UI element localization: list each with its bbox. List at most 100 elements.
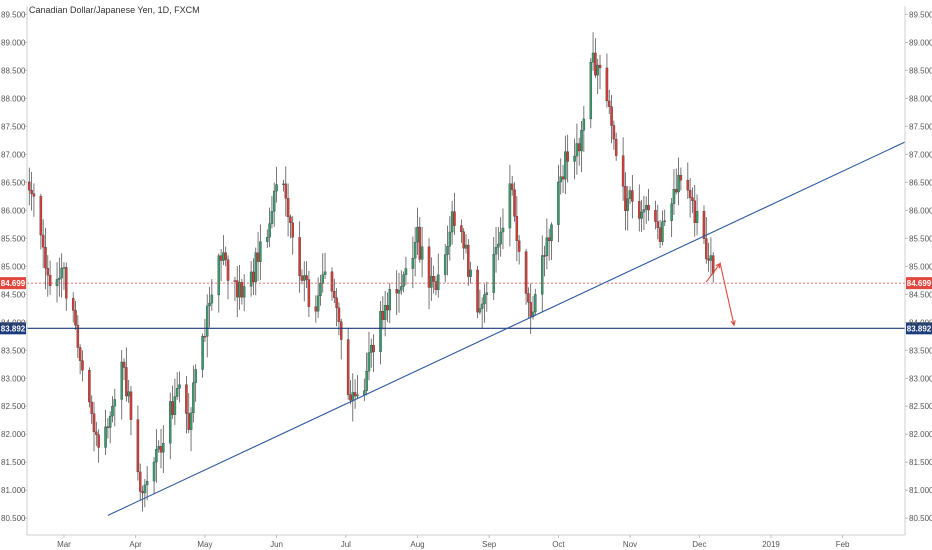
candle-body bbox=[141, 491, 144, 494]
candle-body bbox=[564, 151, 567, 180]
candle-body bbox=[286, 198, 290, 218]
y-tick-label-left: 84.500 bbox=[1, 290, 26, 299]
y-tick-label-left: 87.000 bbox=[1, 150, 26, 159]
y-tick-label-right: 83.000 bbox=[909, 374, 932, 383]
candle-body bbox=[252, 271, 255, 283]
candle-body bbox=[508, 183, 512, 229]
candle-body bbox=[28, 181, 31, 191]
candle-body bbox=[152, 461, 156, 482]
x-tick-label: Dec bbox=[692, 540, 706, 549]
candle-body bbox=[621, 155, 625, 187]
candle-body bbox=[658, 227, 662, 242]
candle-body bbox=[305, 275, 308, 280]
candles-layer bbox=[28, 32, 715, 512]
candle-body bbox=[670, 203, 673, 221]
candle-body bbox=[381, 311, 385, 320]
y-tick-label-left: 83.000 bbox=[1, 374, 26, 383]
candle-body bbox=[383, 305, 387, 320]
x-tick-label: Feb bbox=[836, 540, 850, 549]
candle-body bbox=[386, 305, 389, 311]
y-tick-label-right: 80.500 bbox=[909, 514, 932, 523]
candle-body bbox=[291, 222, 294, 238]
candle-body bbox=[594, 52, 597, 76]
candle-body bbox=[238, 282, 241, 298]
chart-title: Canadian Dollar/Japanese Yen, 1D, FXCM bbox=[29, 5, 200, 15]
y-tick-label-right: 88.000 bbox=[909, 94, 932, 103]
candle-body bbox=[266, 236, 269, 242]
candle-body bbox=[41, 234, 45, 248]
candle-body bbox=[672, 189, 676, 204]
candle-body bbox=[270, 211, 274, 224]
candle-body bbox=[443, 254, 447, 275]
candle-body bbox=[171, 401, 174, 415]
candle-body bbox=[155, 448, 158, 463]
candle-body bbox=[178, 384, 181, 389]
candle-body bbox=[284, 183, 288, 199]
y-tick-label-left: 81.000 bbox=[1, 486, 26, 495]
candle-body bbox=[136, 419, 140, 473]
candle-body bbox=[642, 209, 646, 213]
y-tick-label-right: 88.500 bbox=[909, 66, 932, 75]
candle-body bbox=[226, 259, 230, 281]
candle-body bbox=[363, 390, 366, 395]
candle-body bbox=[48, 275, 52, 287]
candle-body bbox=[321, 274, 324, 284]
y-tick-label-left: 86.000 bbox=[1, 206, 26, 215]
candle-body bbox=[379, 311, 382, 353]
y-tick-label-left: 81.500 bbox=[1, 458, 26, 467]
candle-body bbox=[573, 155, 576, 162]
candle-body bbox=[349, 394, 352, 401]
candle-body bbox=[272, 190, 276, 212]
current-price-badge-right-label: 84.699 bbox=[907, 279, 932, 288]
candle-body bbox=[44, 247, 47, 269]
candle-body bbox=[492, 253, 495, 293]
candle-body bbox=[476, 269, 479, 313]
candle-body bbox=[702, 211, 706, 239]
candle-body bbox=[219, 255, 223, 261]
candle-body bbox=[55, 279, 59, 287]
y-tick-label-right: 82.500 bbox=[909, 402, 932, 411]
y-tick-label-right: 89.500 bbox=[909, 10, 932, 19]
candle-body bbox=[175, 388, 179, 397]
candle-body bbox=[418, 226, 422, 260]
candle-body bbox=[240, 282, 244, 298]
candle-body bbox=[205, 305, 209, 337]
candle-body bbox=[157, 446, 160, 450]
candle-body bbox=[268, 223, 271, 238]
candle-body bbox=[330, 271, 334, 292]
y-tick-label-left: 88.500 bbox=[1, 66, 26, 75]
candle-body bbox=[480, 303, 484, 309]
candle-body bbox=[437, 274, 440, 290]
candle-body bbox=[605, 67, 609, 102]
candle-body bbox=[647, 205, 650, 211]
y-tick-label-right: 84.000 bbox=[909, 318, 932, 327]
candle-body bbox=[450, 211, 454, 233]
candle-body bbox=[501, 227, 505, 233]
candle-body bbox=[644, 205, 648, 210]
candle-body bbox=[707, 258, 710, 261]
candle-body bbox=[187, 413, 190, 430]
candle-body bbox=[430, 276, 433, 288]
candle-body bbox=[577, 143, 581, 152]
candle-body bbox=[192, 382, 195, 413]
candle-body bbox=[138, 471, 142, 492]
candle-body bbox=[705, 238, 708, 259]
y-tick-label-left: 80.500 bbox=[1, 514, 26, 523]
current-price-badge-right bbox=[906, 277, 932, 290]
candle-body bbox=[92, 413, 96, 433]
candle-body bbox=[90, 401, 93, 414]
candle-body bbox=[510, 183, 514, 190]
candle-body bbox=[58, 277, 61, 280]
candle-body bbox=[319, 283, 322, 296]
x-tick-label: Oct bbox=[552, 540, 565, 549]
candle-body bbox=[203, 336, 207, 338]
candle-body bbox=[494, 246, 498, 255]
candle-body bbox=[540, 255, 544, 295]
x-tick-label: Mar bbox=[57, 540, 71, 549]
candle-body bbox=[598, 64, 602, 69]
candle-body bbox=[624, 186, 627, 211]
candle-body bbox=[108, 415, 112, 428]
candle-body bbox=[559, 176, 562, 183]
candle-body bbox=[367, 352, 371, 372]
candle-body bbox=[194, 369, 197, 383]
